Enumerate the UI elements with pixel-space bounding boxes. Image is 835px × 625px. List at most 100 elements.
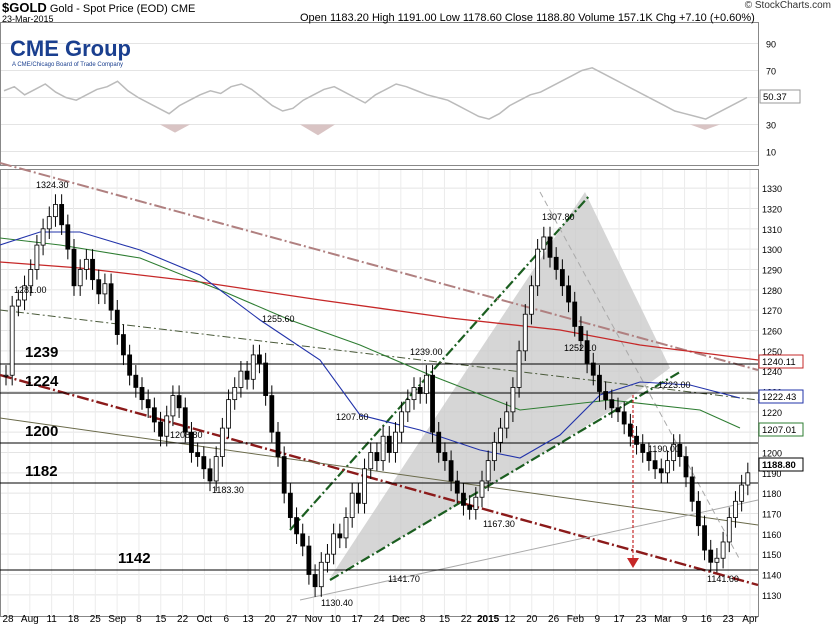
price-annotation: 1141.60 bbox=[707, 574, 739, 584]
x-tick-label: 16 bbox=[701, 614, 713, 625]
candle-body bbox=[720, 541, 726, 559]
price-annotation: 1130.40 bbox=[321, 598, 353, 608]
trendline-upper bbox=[0, 162, 759, 371]
price-tick-label: 1150 bbox=[762, 550, 781, 560]
candle-body bbox=[53, 204, 58, 218]
price-tick-label: 1320 bbox=[762, 205, 782, 215]
trendline-lower bbox=[0, 373, 759, 587]
candle-body bbox=[312, 574, 318, 588]
candle-body bbox=[498, 427, 503, 443]
candle-body bbox=[485, 460, 491, 482]
trendline-rising bbox=[299, 499, 759, 601]
candle-body bbox=[151, 407, 157, 423]
candle-body bbox=[325, 553, 330, 563]
price-tick-label: 1130 bbox=[762, 591, 781, 601]
candle-body bbox=[263, 362, 269, 396]
rsi-value-tag bbox=[759, 89, 801, 104]
x-tick-label: Dec bbox=[392, 614, 410, 625]
candle-body bbox=[380, 435, 386, 462]
candle-body bbox=[658, 468, 664, 474]
candle-body bbox=[436, 431, 442, 453]
price-tick-label: 1190 bbox=[762, 469, 781, 479]
channel-lower-line bbox=[329, 371, 681, 581]
candle-body bbox=[621, 411, 627, 425]
x-tick-label: 26 bbox=[548, 614, 560, 625]
candle-body bbox=[683, 456, 689, 478]
candle-body bbox=[541, 236, 547, 250]
x-tick-label: Oct bbox=[197, 614, 213, 625]
price-annotation: 1141.70 bbox=[388, 574, 420, 584]
candle-body bbox=[133, 374, 139, 388]
price-tick-label: 1180 bbox=[762, 489, 781, 499]
candle-body bbox=[559, 269, 565, 287]
candle-body bbox=[423, 374, 429, 394]
candle-body bbox=[689, 476, 695, 502]
candle-body bbox=[646, 452, 652, 462]
x-tick-label: 22 bbox=[461, 614, 473, 625]
candle-body bbox=[491, 441, 497, 462]
channel-fill bbox=[330, 192, 670, 578]
candle-body bbox=[726, 517, 732, 543]
price-annotation: 1252.10 bbox=[564, 343, 597, 353]
x-tick-label: Feb bbox=[567, 614, 585, 625]
price-tick-label: 1240 bbox=[762, 367, 782, 377]
price-annotation: 1223.00 bbox=[658, 380, 691, 390]
candle-body bbox=[461, 492, 466, 506]
candle-body bbox=[219, 427, 225, 457]
candle-body bbox=[182, 407, 188, 433]
candle-body bbox=[158, 421, 163, 437]
candle-body bbox=[362, 468, 367, 504]
candle-body bbox=[71, 248, 77, 287]
candle-body bbox=[603, 391, 609, 401]
candle-body bbox=[405, 399, 411, 413]
x-tick-label: 2015 bbox=[477, 614, 500, 625]
candle-body bbox=[331, 533, 337, 555]
rsi-value-label: 50.37 bbox=[763, 92, 787, 103]
rsi-oversold-fill bbox=[160, 124, 190, 133]
candle-body bbox=[15, 299, 21, 307]
x-tick-label: 28 bbox=[2, 614, 14, 625]
candle-body bbox=[430, 374, 435, 433]
x-tick-label: Nov bbox=[305, 614, 323, 625]
price-annotation: 1190.00 bbox=[648, 444, 680, 454]
candle-body bbox=[281, 456, 287, 494]
x-tick-label: 15 bbox=[155, 614, 167, 625]
candle-body bbox=[164, 415, 170, 437]
candle-body bbox=[269, 395, 275, 433]
candle-body bbox=[677, 443, 683, 457]
candle-body bbox=[566, 285, 571, 303]
candle-body bbox=[207, 468, 213, 482]
candle-body bbox=[46, 216, 52, 230]
candle-body bbox=[59, 204, 65, 226]
candle-body bbox=[355, 492, 361, 504]
candle-body bbox=[535, 248, 541, 287]
x-tick-label: 23 bbox=[723, 614, 735, 625]
logo-wordmark: CME Group bbox=[10, 36, 131, 61]
candle-body bbox=[665, 460, 670, 474]
candle-body bbox=[510, 387, 516, 413]
price-tick-label: 1160 bbox=[762, 530, 781, 540]
candle-body bbox=[640, 443, 646, 453]
candle-body bbox=[90, 258, 95, 281]
price-tag bbox=[758, 389, 804, 404]
price-tick-label: 1250 bbox=[762, 347, 782, 357]
candle-body bbox=[244, 370, 250, 380]
price-tick-label: 1290 bbox=[762, 266, 782, 276]
candle-body bbox=[145, 399, 151, 409]
price-annotation: 1167.30 bbox=[483, 519, 515, 529]
candle-body bbox=[714, 557, 720, 563]
candle-body bbox=[584, 340, 590, 364]
candle-body bbox=[102, 283, 108, 295]
candle-body bbox=[702, 525, 707, 551]
candle-body bbox=[22, 285, 27, 301]
x-tick-label: 8 bbox=[420, 614, 426, 625]
candle-body bbox=[739, 484, 745, 502]
chart-date: 23-Mar-2015 bbox=[2, 14, 54, 24]
candle-body bbox=[578, 326, 584, 342]
candle-body bbox=[65, 224, 71, 250]
candle-body bbox=[547, 236, 553, 258]
trendline-gray bbox=[0, 417, 759, 526]
candle-body bbox=[213, 456, 219, 482]
candle-body bbox=[386, 435, 392, 453]
